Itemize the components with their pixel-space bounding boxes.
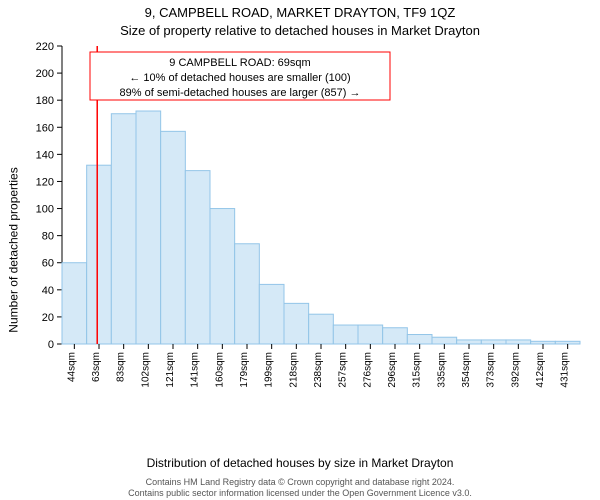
y-tick-label: 0 [48,339,54,351]
x-tick-label: 431sqm [560,352,571,388]
x-tick-label: 160sqm [214,352,225,388]
histogram-bar [235,244,260,344]
histogram-bar [259,284,284,344]
x-tick-label: 276sqm [362,352,373,388]
histogram-plot: 0 20 40 60 80 100 120 140 160 180 200 220 44sqm 63sqm… [32,42,584,402]
x-tick-label: 335sqm [436,352,447,388]
x-tick-label: 257sqm [338,352,349,388]
y-tick-label: 120 [36,176,54,188]
chart-title-desc: Size of property relative to detached ho… [0,22,600,40]
x-tick-label: 218sqm [288,352,299,388]
annotation-line3: 89% of semi-detached houses are larger (… [120,87,361,99]
x-tick-label: 296sqm [387,352,398,388]
histogram-bar [62,263,87,344]
y-tick-label: 220 [36,42,54,53]
y-tick-label: 180 [36,95,54,107]
x-tick-label: 179sqm [239,352,250,388]
y-tick-label: 40 [42,285,54,297]
y-axis-label-text: Number of detached properties [7,167,21,332]
histogram-bar [555,341,580,344]
x-tick-label: 373sqm [486,352,497,388]
x-tick-label: 238sqm [313,352,324,388]
x-tick-label: 83sqm [116,352,127,382]
histogram-bar [383,328,408,344]
x-tick-label: 199sqm [264,352,275,388]
y-axis-label: Number of detached properties [4,0,24,500]
histogram-bar [284,303,309,344]
histogram-bar [185,171,210,344]
footnote: Contains HM Land Registry data © Crown c… [0,477,600,498]
histogram-bar [161,131,186,344]
footnote-line1: Contains HM Land Registry data © Crown c… [146,477,455,487]
histogram-bar [432,337,457,344]
x-tick-label: 315sqm [412,352,423,388]
y-tick-label: 100 [36,204,54,216]
histogram-bar [111,114,136,344]
x-tick-label: 63sqm [91,352,102,382]
histogram-bar [531,341,556,344]
histogram-bar [506,340,531,344]
y-tick-label: 140 [36,149,54,161]
chart-title-address: 9, CAMPBELL ROAD, MARKET DRAYTON, TF9 1Q… [0,4,600,22]
annotation-line2: ← 10% of detached houses are smaller (10… [129,72,350,84]
x-tick-label: 141sqm [190,352,201,388]
annotation-line1: 9 CAMPBELL ROAD: 69sqm [169,57,310,69]
histogram-bar [457,340,482,344]
histogram-bar [87,165,112,344]
y-tick-label: 20 [42,312,54,324]
histogram-bar [358,325,383,344]
chart-container: 9, CAMPBELL ROAD, MARKET DRAYTON, TF9 1Q… [0,0,600,500]
histogram-bar [210,209,235,344]
footnote-line2: Contains public sector information licen… [128,488,472,498]
title2-text: Size of property relative to detached ho… [120,23,480,38]
histogram-bar [309,314,334,344]
y-tick-label: 60 [42,258,54,270]
histogram-bar [333,325,358,344]
title1-text: 9, CAMPBELL ROAD, MARKET DRAYTON, TF9 1Q… [145,5,456,20]
y-tick-label: 160 [36,122,54,134]
x-tick-label: 121sqm [165,352,176,388]
histogram-bar [407,335,432,344]
y-tick-label: 80 [42,231,54,243]
y-tick-label: 200 [36,68,54,80]
histogram-bar [136,111,161,344]
x-tick-label: 392sqm [510,352,521,388]
x-axis-label: Distribution of detached houses by size … [0,454,600,472]
x-tick-label: 44sqm [66,352,77,382]
x-axis-label-text: Distribution of detached houses by size … [147,456,454,470]
x-tick-label: 102sqm [140,352,151,388]
x-tick-label: 412sqm [535,352,546,388]
x-tick-label: 354sqm [461,352,472,388]
histogram-bar [481,340,506,344]
